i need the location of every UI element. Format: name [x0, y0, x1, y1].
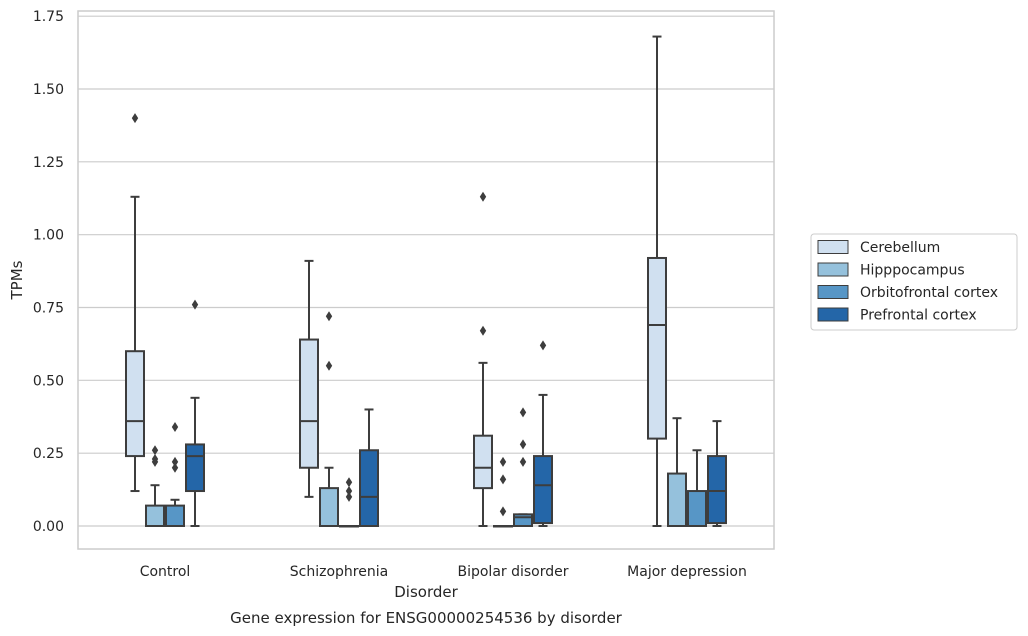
y-axis-title: TPMs — [8, 260, 26, 300]
legend-swatch — [817, 240, 849, 254]
y-tick-label: 0.25 — [33, 446, 64, 462]
box-iqr — [667, 472, 687, 527]
legend-label: Cerebellum — [860, 240, 940, 256]
box-element — [145, 445, 165, 527]
box-element — [533, 340, 553, 527]
y-tick-label: 1.50 — [33, 82, 64, 98]
outlier-point — [171, 421, 179, 432]
box-iqr — [185, 443, 205, 493]
outlier-point — [519, 407, 527, 418]
x-tick-label: Control — [140, 564, 191, 580]
box-iqr — [687, 490, 707, 528]
legend-swatch — [817, 285, 849, 299]
outlier-point — [191, 299, 199, 310]
box-element — [165, 421, 185, 527]
box-series-group — [165, 407, 707, 528]
outlier-point — [151, 453, 159, 464]
y-tick-labels: 0.00 0.25 0.50 0.75 1.00 1.25 1.50 1.75 — [33, 9, 64, 535]
box-iqr — [299, 338, 319, 469]
outlier-point — [171, 456, 179, 467]
legend-label: Prefrontal cortex — [860, 308, 977, 324]
y-tick-label: 0.75 — [33, 301, 64, 317]
box-iqr — [473, 434, 493, 490]
outlier-point — [151, 445, 159, 456]
x-axis-title: Disorder — [394, 583, 458, 601]
box-element — [687, 449, 707, 528]
box-element — [493, 456, 513, 528]
outlier-point — [479, 325, 487, 336]
legend-frame — [810, 233, 1018, 331]
outlier-point — [499, 506, 507, 517]
legend-swatch — [817, 262, 849, 277]
box-series — [125, 35, 727, 528]
outlier-point — [325, 311, 333, 322]
box-element — [319, 311, 339, 528]
outlier-point — [345, 491, 353, 502]
outlier-point — [499, 456, 507, 467]
box-element — [125, 113, 145, 493]
plot-area-frame — [77, 10, 775, 550]
box-iqr — [707, 455, 727, 525]
outlier-point — [325, 360, 333, 371]
outlier-point — [539, 340, 547, 351]
legend: Cerebellum Hipppocampus Orbitofrontal cort… — [810, 233, 1018, 331]
x-tick-label: Bipolar disorder — [457, 564, 568, 580]
box-element — [299, 259, 319, 498]
box-element — [707, 420, 727, 527]
box-iqr — [125, 350, 145, 458]
box-iqr — [319, 487, 339, 528]
box-element — [473, 191, 493, 527]
box-element — [667, 417, 687, 527]
box-iqr — [359, 449, 379, 527]
box-element — [185, 299, 205, 527]
box-iqr — [145, 504, 165, 527]
box-series-group — [145, 311, 687, 528]
box-iqr — [513, 513, 533, 528]
box-element — [359, 408, 379, 527]
outlier-point — [345, 486, 353, 497]
outlier-point — [499, 474, 507, 485]
box-iqr — [165, 504, 185, 527]
box-iqr — [533, 455, 553, 525]
legend-entries: Cerebellum Hipppocampus Orbitofrontal cort… — [817, 240, 998, 324]
y-tick-label: 1.75 — [33, 9, 64, 25]
legend-label: Hipppocampus — [860, 263, 965, 279]
x-tick-label: Major depression — [627, 564, 747, 580]
box-iqr — [647, 256, 667, 440]
outlier-point — [171, 462, 179, 473]
x-tick-labels: Control Schizophrenia Bipolar disorder Majo… — [140, 564, 747, 580]
box-series-group — [125, 35, 667, 527]
box-element — [339, 477, 359, 528]
outlier-point — [131, 113, 139, 124]
outlier-point — [345, 477, 353, 488]
outlier-point — [479, 191, 487, 202]
legend-swatch — [817, 307, 849, 322]
outlier-point — [519, 456, 527, 467]
box-element — [647, 35, 667, 527]
box-series-group — [185, 299, 727, 527]
y-tick-label: 0.50 — [33, 373, 64, 389]
outlier-point — [519, 439, 527, 450]
y-tick-label: 1.25 — [33, 155, 64, 171]
x-tick-label: Schizophrenia — [290, 564, 388, 580]
y-tick-label: 0.00 — [33, 519, 64, 535]
y-tick-label: 1.00 — [33, 228, 64, 244]
legend-label: Orbitofrontal cortex — [860, 285, 998, 301]
box-element — [513, 407, 533, 528]
chart-caption: Gene expression for ENSG00000254536 by d… — [230, 609, 623, 627]
